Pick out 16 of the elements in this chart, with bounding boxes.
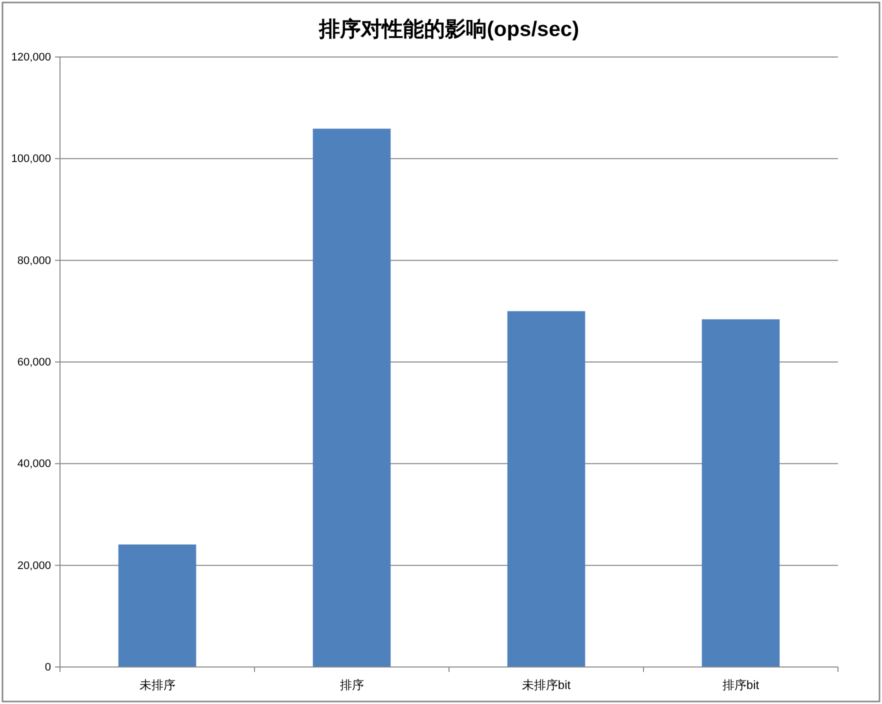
bar	[702, 319, 780, 667]
y-tick-label: 20,000	[17, 560, 51, 572]
y-tick-label: 120,000	[11, 52, 51, 64]
x-tick-label: 排序bit	[722, 678, 760, 692]
bar	[507, 311, 586, 667]
y-tick-label: 100,000	[11, 153, 51, 166]
bar	[312, 128, 391, 667]
y-tick-label: 80,000	[17, 254, 51, 267]
y-tick-label: 40,000	[17, 458, 51, 470]
x-tick-label: 未排序bit	[522, 678, 572, 692]
x-tick-label: 未排序	[139, 678, 176, 692]
chart-title: 排序对性能的影响(ops/sec)	[318, 17, 580, 41]
x-tick-label: 排序	[340, 678, 364, 692]
bar	[118, 544, 196, 667]
y-tick-label: 60,000	[17, 356, 51, 369]
y-tick-label: 0	[44, 662, 51, 674]
